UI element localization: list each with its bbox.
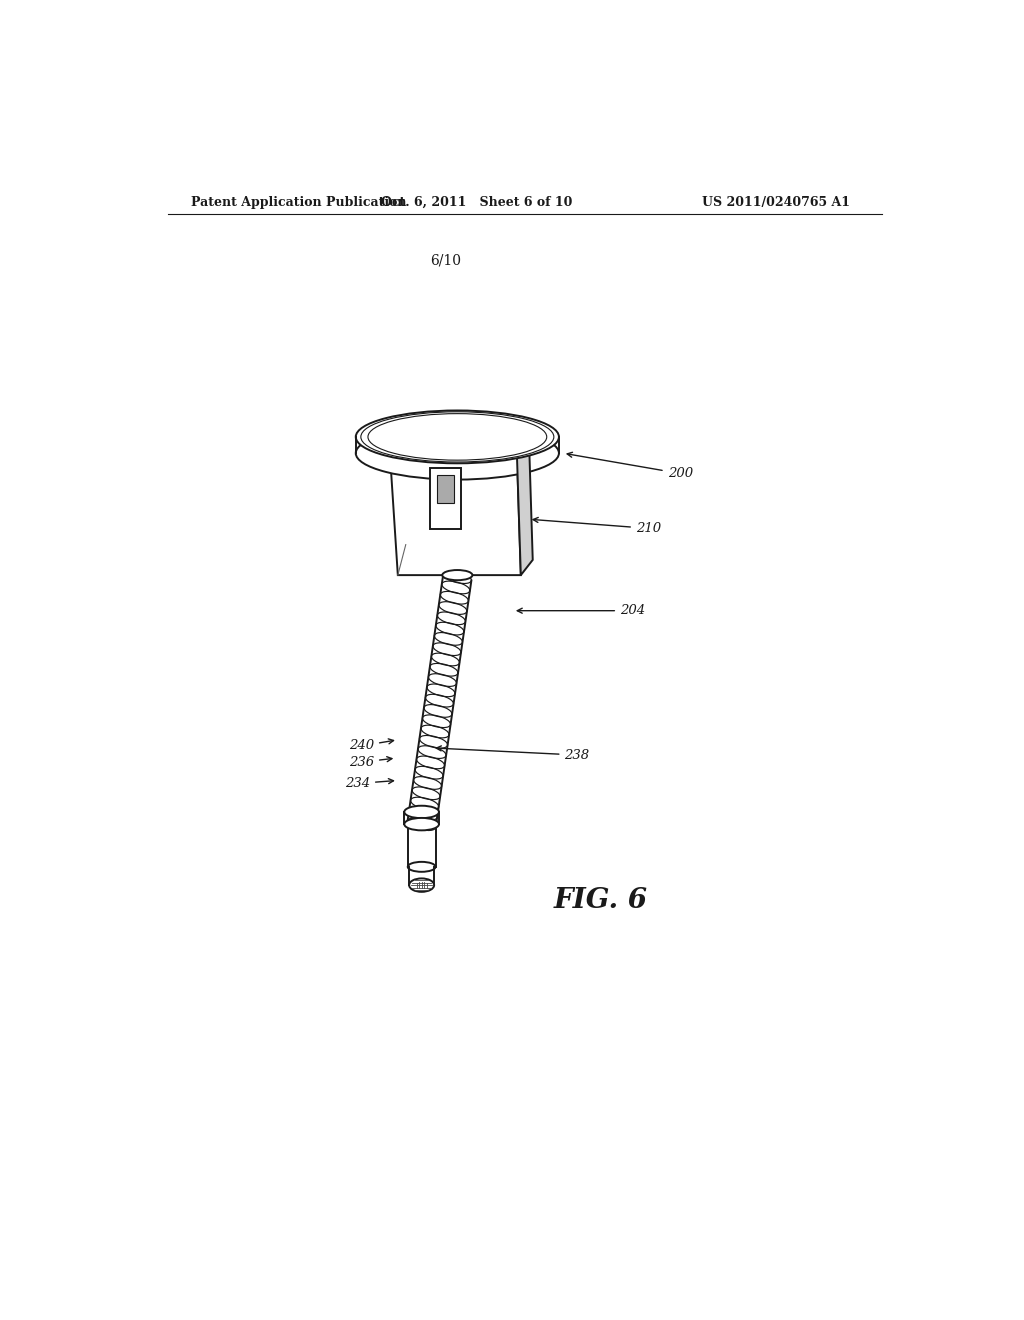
Text: 240: 240 — [349, 739, 393, 752]
Text: FIG. 6: FIG. 6 — [553, 887, 647, 913]
Polygon shape — [390, 453, 521, 576]
Text: 204: 204 — [517, 605, 645, 618]
Text: Patent Application Publication: Patent Application Publication — [191, 195, 407, 209]
Ellipse shape — [408, 862, 435, 871]
Polygon shape — [436, 474, 455, 503]
Polygon shape — [517, 433, 532, 576]
Polygon shape — [408, 574, 471, 828]
Polygon shape — [390, 433, 528, 453]
Text: Oct. 6, 2011   Sheet 6 of 10: Oct. 6, 2011 Sheet 6 of 10 — [382, 195, 572, 209]
Polygon shape — [406, 463, 513, 545]
Ellipse shape — [355, 426, 559, 479]
Ellipse shape — [408, 820, 435, 829]
Ellipse shape — [410, 878, 434, 892]
Ellipse shape — [404, 805, 439, 818]
Text: 6/10: 6/10 — [430, 253, 461, 267]
Polygon shape — [430, 469, 461, 529]
Text: 234: 234 — [345, 777, 393, 789]
Ellipse shape — [355, 411, 559, 463]
Ellipse shape — [442, 570, 472, 581]
Text: 238: 238 — [436, 746, 590, 762]
Ellipse shape — [404, 805, 439, 818]
Text: 200: 200 — [567, 453, 693, 480]
Text: 236: 236 — [349, 755, 392, 768]
Text: 210: 210 — [534, 517, 662, 535]
Ellipse shape — [404, 818, 439, 830]
Text: US 2011/0240765 A1: US 2011/0240765 A1 — [702, 195, 850, 209]
